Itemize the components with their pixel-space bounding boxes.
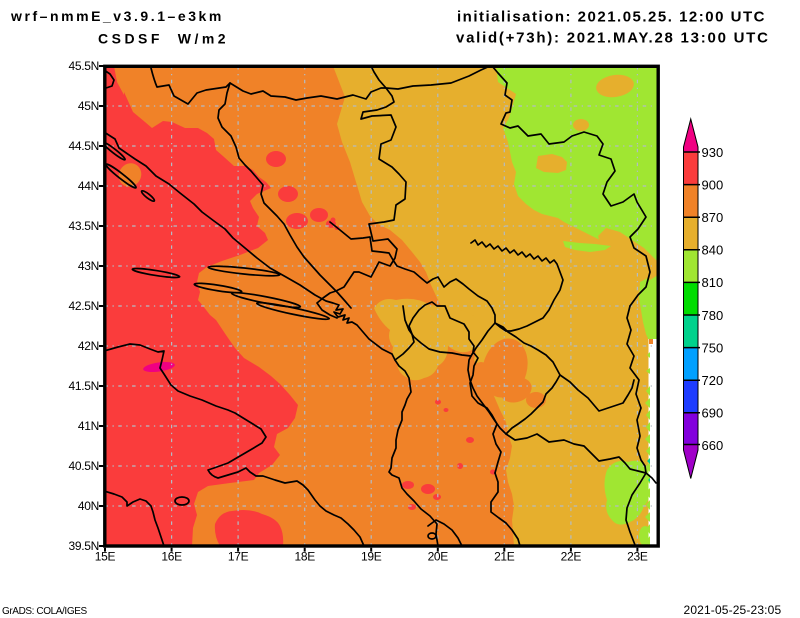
svg-text:23E: 23E	[627, 550, 648, 564]
svg-text:2021-05-25-23:05: 2021-05-25-23:05	[684, 603, 782, 617]
svg-text:43.5N: 43.5N	[68, 219, 99, 233]
svg-text:CSDSF W/m2: CSDSF W/m2	[98, 31, 229, 47]
svg-text:870: 870	[702, 210, 724, 225]
svg-text:19E: 19E	[361, 550, 382, 564]
svg-text:930: 930	[702, 145, 724, 160]
svg-text:44.5N: 44.5N	[68, 139, 99, 153]
svg-text:15E: 15E	[95, 550, 116, 564]
svg-text:22E: 22E	[561, 550, 582, 564]
svg-text:45.5N: 45.5N	[68, 59, 99, 73]
svg-text:16E: 16E	[161, 550, 182, 564]
svg-text:750: 750	[702, 340, 724, 355]
svg-text:840: 840	[702, 243, 724, 258]
svg-text:45N: 45N	[78, 99, 99, 113]
svg-text:720: 720	[702, 373, 724, 388]
svg-text:780: 780	[702, 308, 724, 323]
svg-text:43N: 43N	[78, 259, 99, 273]
svg-text:44N: 44N	[78, 179, 99, 193]
svg-text:900: 900	[702, 177, 724, 192]
svg-text:39.5N: 39.5N	[68, 539, 99, 553]
svg-text:20E: 20E	[428, 550, 449, 564]
svg-text:wrf–nmmE_v3.9.1–e3km: wrf–nmmE_v3.9.1–e3km	[10, 8, 224, 24]
svg-text:660: 660	[702, 438, 724, 453]
svg-text:21E: 21E	[494, 550, 515, 564]
svg-text:40N: 40N	[78, 499, 99, 513]
svg-text:41N: 41N	[78, 419, 99, 433]
svg-text:42N: 42N	[78, 339, 99, 353]
svg-text:GrADS: COLA/IGES: GrADS: COLA/IGES	[2, 606, 87, 617]
svg-text:initialisation: 2021.05.25. 12: initialisation: 2021.05.25. 12:00 UTC	[457, 9, 766, 26]
svg-text:17E: 17E	[228, 550, 249, 564]
svg-text:690: 690	[702, 406, 724, 421]
svg-text:valid(+73h): 2021.MAY.28 13:00: valid(+73h): 2021.MAY.28 13:00 UTC	[456, 30, 770, 47]
svg-text:18E: 18E	[294, 550, 315, 564]
svg-text:42.5N: 42.5N	[68, 299, 99, 313]
svg-text:41.5N: 41.5N	[68, 379, 99, 393]
svg-text:40.5N: 40.5N	[68, 459, 99, 473]
svg-text:810: 810	[702, 275, 724, 290]
